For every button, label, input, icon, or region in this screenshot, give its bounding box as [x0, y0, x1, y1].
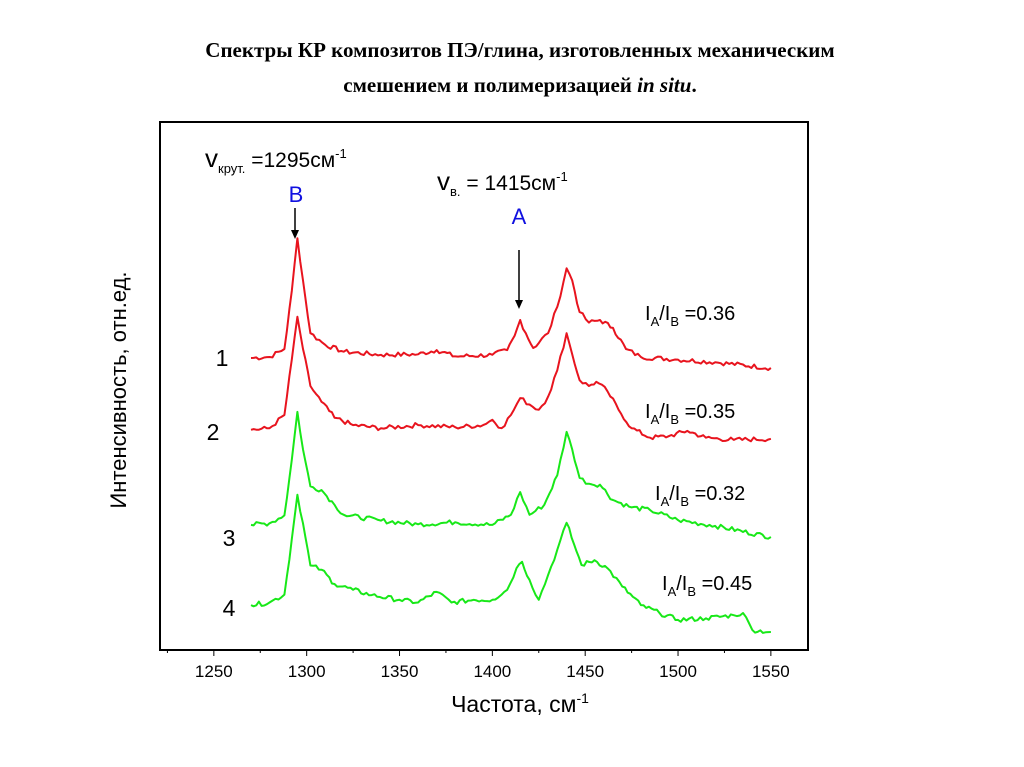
x-tick-label: 1250 — [195, 662, 233, 681]
x-tick-label: 1450 — [566, 662, 604, 681]
spectrum-line-3 — [250, 410, 772, 540]
spectrum-number-2: 2 — [207, 419, 220, 445]
y-axis-label: Интенсивность, отн.ед. — [106, 271, 131, 508]
arrow-a-icon — [515, 250, 523, 309]
peak-letter-b: B — [289, 182, 304, 207]
intensity-ratio-label-3: IA/IB =0.32 — [655, 483, 745, 509]
intensity-ratio-label-1: IA/IB =0.36 — [645, 303, 735, 329]
spectrum-line-1 — [250, 237, 772, 371]
peak-letter-a: A — [512, 204, 527, 229]
arrow-b-icon — [291, 208, 299, 239]
x-tick-label: 1300 — [288, 662, 326, 681]
chart-title-line2: смешением и полимеризацией in situ. — [343, 73, 696, 97]
plot-frame — [159, 121, 809, 651]
intensity-ratio-label-4: IA/IB =0.45 — [662, 573, 752, 599]
annotation-b-label: vкрут. =1295см-1 — [205, 143, 347, 176]
x-tick-label: 1350 — [381, 662, 419, 681]
x-axis-ticks: 1250 1300 1350 1400 1450 1500 1550 — [166, 650, 790, 681]
spectrum-number-1: 1 — [216, 345, 229, 371]
spectrum-line-4 — [250, 493, 771, 634]
series-group: 1 IA/IB =0.36 2 IA/IB =0.35 3 IA/IB =0.32 4 IA/… — [207, 237, 772, 634]
intensity-ratio-label-2: IA/IB =0.35 — [645, 401, 735, 427]
spectrum-number-3: 3 — [223, 525, 236, 551]
annotation-a-label: vв. = 1415см-1 — [437, 166, 568, 199]
x-tick-label: 1550 — [752, 662, 790, 681]
spectrum-number-4: 4 — [223, 595, 236, 621]
spectrum-line-2 — [250, 315, 772, 443]
x-tick-label: 1400 — [473, 662, 511, 681]
chart-title-line1: Спектры КР композитов ПЭ/глина, изготовл… — [205, 38, 834, 62]
x-axis-label: Частота, см-1 — [451, 690, 589, 717]
x-tick-label: 1500 — [659, 662, 697, 681]
